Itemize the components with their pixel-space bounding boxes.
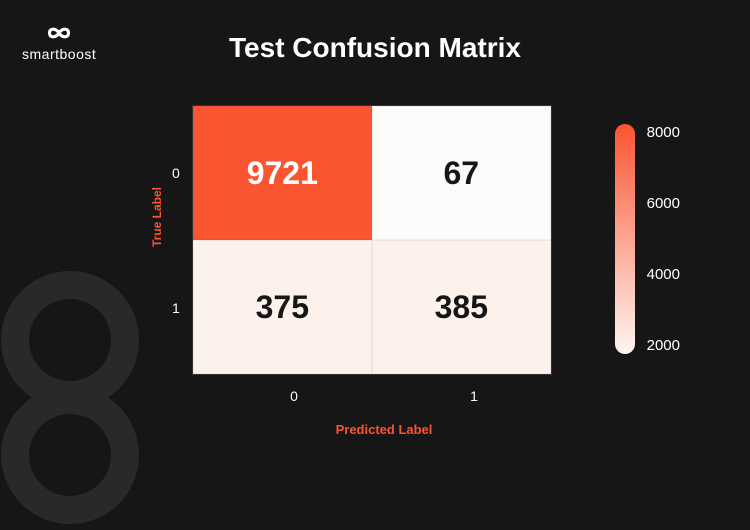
- colorbar-tick: 8000: [647, 124, 680, 141]
- y-axis-label: True Label: [150, 233, 164, 247]
- x-tick: 1: [470, 388, 478, 404]
- x-axis-ticks: 0 1: [204, 388, 564, 404]
- matrix-cell-1-1: 385: [372, 240, 551, 374]
- y-axis-ticks: 0 1: [172, 105, 180, 375]
- watermark-icon: [0, 270, 170, 530]
- colorbar-gradient: [615, 124, 635, 354]
- matrix-grid: 9721 67 375 385: [192, 105, 552, 375]
- colorbar-tick: 2000: [647, 337, 680, 354]
- colorbar-tick: 6000: [647, 195, 680, 212]
- matrix-cell-0-1: 67: [372, 106, 551, 240]
- y-tick: 0: [172, 165, 180, 181]
- x-axis-label: Predicted Label: [204, 422, 564, 437]
- chart-title: Test Confusion Matrix: [0, 32, 750, 64]
- x-tick: 0: [290, 388, 298, 404]
- y-tick: 1: [172, 300, 180, 316]
- matrix-cell-0-0: 9721: [193, 106, 372, 240]
- matrix-cell-1-0: 375: [193, 240, 372, 374]
- colorbar: 8000 6000 4000 2000: [615, 124, 680, 354]
- colorbar-ticks: 8000 6000 4000 2000: [647, 124, 680, 354]
- confusion-matrix: True Label 0 1 9721 67 375 385: [150, 105, 552, 375]
- colorbar-tick: 4000: [647, 266, 680, 283]
